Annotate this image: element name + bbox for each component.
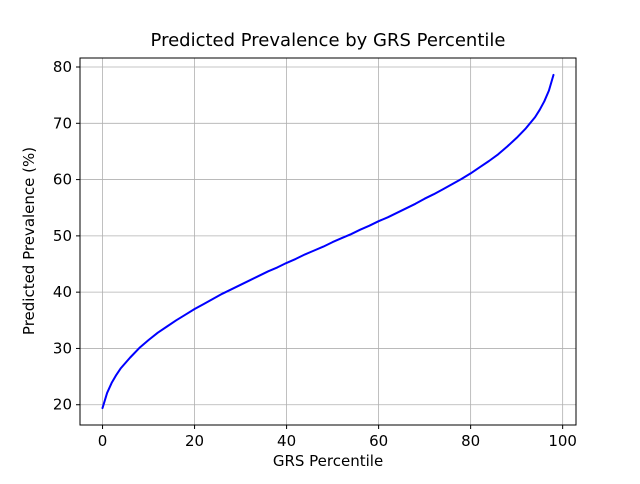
grid-lines [80, 58, 576, 425]
y-tick-label: 60 [53, 171, 72, 189]
x-tick-label: 100 [548, 432, 577, 450]
tick-labels: 0 20 40 60 80 100 20 30 40 50 60 70 80 [53, 58, 577, 450]
prevalence-curve [101, 73, 555, 410]
x-tick-label: 60 [369, 432, 388, 450]
y-tick-label: 50 [53, 227, 72, 245]
y-axis-label: Predicted Prevalence (%) [20, 147, 38, 335]
x-tick-label: 40 [277, 432, 296, 450]
y-tick-label: 70 [53, 114, 72, 132]
x-axis-label: GRS Percentile [273, 452, 383, 470]
y-tick-label: 80 [53, 58, 72, 76]
x-tick-label: 20 [185, 432, 204, 450]
x-tick-label: 80 [461, 432, 480, 450]
plot-border [79, 57, 577, 426]
y-tick-label: 40 [53, 283, 72, 301]
axis-ticks [76, 66, 564, 429]
y-tick-label: 30 [53, 339, 72, 357]
chart-title: Predicted Prevalence by GRS Percentile [151, 30, 506, 51]
y-tick-label: 20 [53, 396, 72, 414]
x-tick-label: 0 [98, 432, 108, 450]
